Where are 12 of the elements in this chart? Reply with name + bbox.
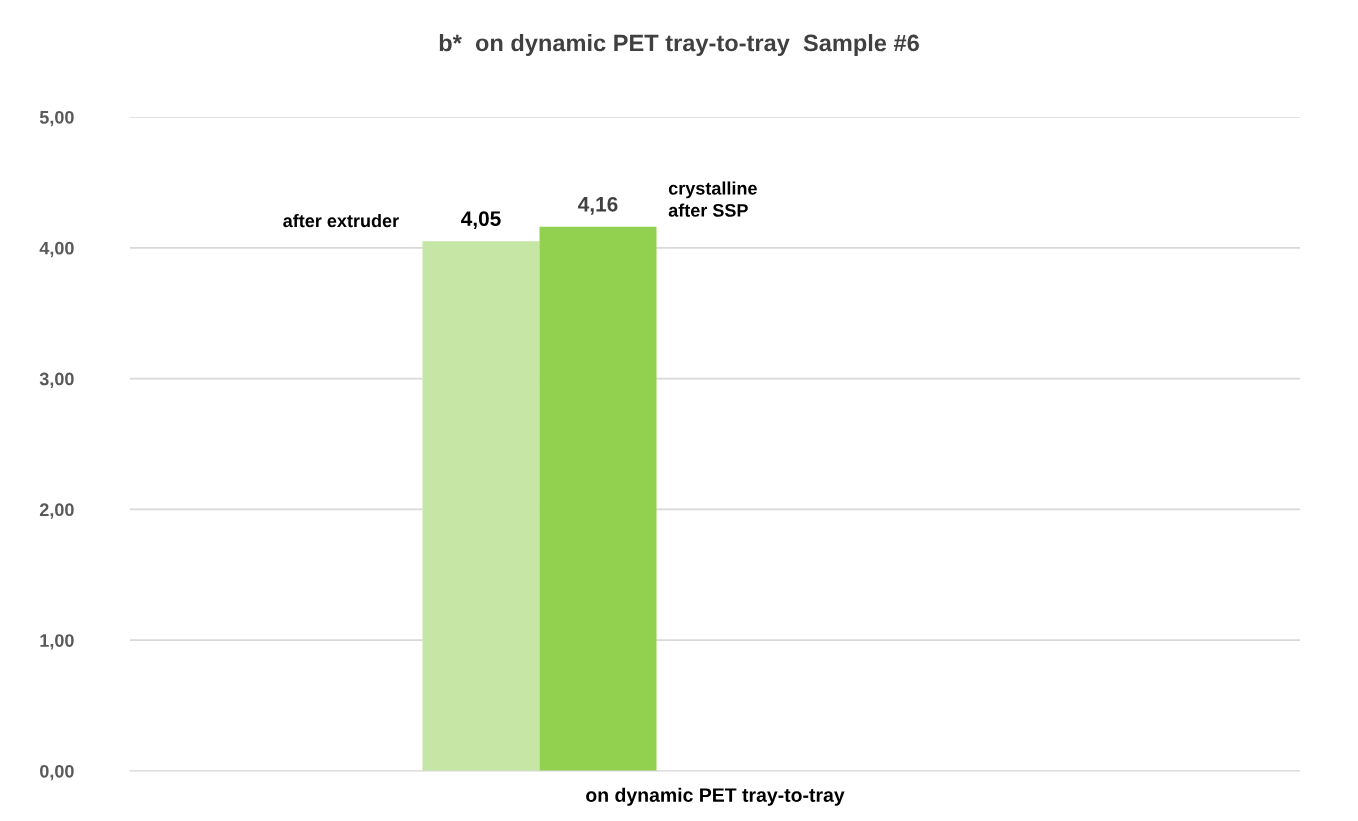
- data-label: 4,16: [578, 196, 618, 215]
- series-label: after extruder: [283, 213, 399, 228]
- y-tick-label: 0,00: [40, 764, 74, 781]
- y-tick-label: 1,00: [40, 634, 74, 650]
- y-tick-label: 2,00: [39, 503, 74, 519]
- y-tick-label: 5,00: [39, 110, 74, 127]
- x-tick-label: on dynamic PET tray-to-tray: [586, 787, 845, 806]
- data-label: 4,05: [461, 211, 501, 230]
- y-tick-label: 3,00: [39, 372, 74, 388]
- series-label: crystalline after SSP: [668, 181, 757, 217]
- chart-title: b* on dynamic PET tray-to-tray Sample #6: [439, 34, 919, 56]
- y-tick-label: 4,00: [39, 241, 74, 258]
